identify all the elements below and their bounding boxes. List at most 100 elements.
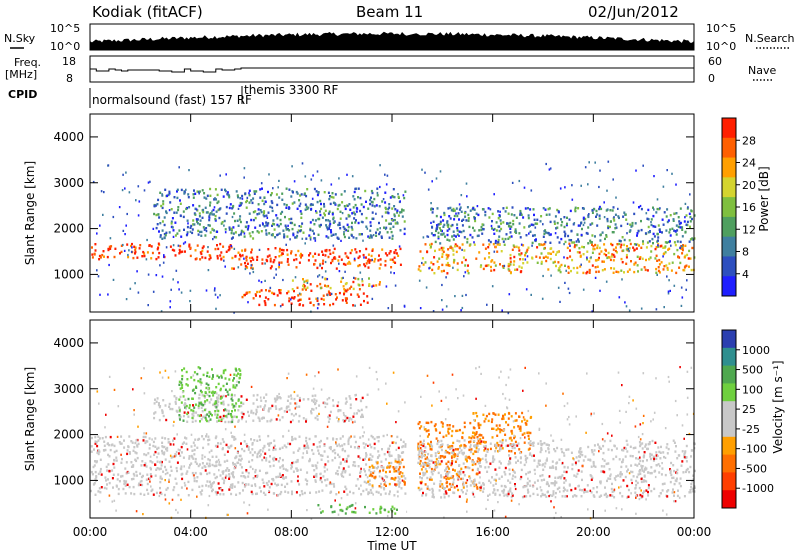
heatmap-cell bbox=[325, 210, 327, 212]
heatmap-cell bbox=[420, 441, 422, 443]
heatmap-cell bbox=[477, 205, 479, 207]
heatmap-cell bbox=[358, 447, 360, 449]
heatmap-cell bbox=[135, 251, 137, 253]
heatmap-cell bbox=[219, 493, 221, 495]
heatmap-cell bbox=[91, 246, 93, 248]
heatmap-cell bbox=[404, 233, 406, 235]
heatmap-cell bbox=[458, 212, 460, 214]
heatmap-cell bbox=[604, 238, 606, 240]
heatmap-cell bbox=[204, 395, 206, 397]
heatmap-cell bbox=[201, 256, 203, 258]
heatmap-cell bbox=[436, 226, 438, 228]
heatmap-cell bbox=[466, 183, 468, 185]
heatmap-cell bbox=[315, 259, 317, 261]
heatmap-cell bbox=[583, 253, 585, 255]
heatmap-cell bbox=[251, 491, 253, 493]
heatmap-cell bbox=[621, 278, 623, 280]
heatmap-cell bbox=[255, 493, 257, 495]
heatmap-cell bbox=[269, 290, 271, 292]
heatmap-cell bbox=[166, 449, 168, 451]
heatmap-cell bbox=[609, 440, 611, 442]
heatmap-cell bbox=[366, 295, 368, 297]
heatmap-cell bbox=[611, 495, 613, 497]
heatmap-cell bbox=[181, 451, 183, 453]
heatmap-cell bbox=[226, 460, 228, 462]
heatmap-cell bbox=[514, 447, 516, 449]
heatmap-cell bbox=[563, 256, 565, 258]
heatmap-cell bbox=[682, 249, 684, 251]
heatmap-cell bbox=[299, 225, 301, 227]
freq-tick-top: 18 bbox=[62, 55, 76, 68]
heatmap-cell bbox=[620, 244, 622, 246]
heatmap-cell bbox=[314, 479, 316, 481]
heatmap-cell bbox=[158, 252, 160, 254]
heatmap-cell bbox=[138, 292, 140, 294]
heatmap-cell bbox=[150, 468, 152, 470]
heatmap-cell bbox=[662, 219, 664, 221]
heatmap-cell bbox=[510, 226, 512, 228]
heatmap-cell bbox=[499, 440, 501, 442]
heatmap-cell bbox=[319, 283, 321, 285]
heatmap-cell bbox=[613, 272, 615, 274]
heatmap-cell bbox=[453, 234, 455, 236]
heatmap-cell bbox=[281, 261, 283, 263]
heatmap-cell bbox=[674, 450, 676, 452]
heatmap-cell bbox=[458, 218, 460, 220]
heatmap-cell bbox=[450, 217, 452, 219]
heatmap-cell bbox=[653, 488, 655, 490]
heatmap-cell bbox=[591, 234, 593, 236]
heatmap-cell bbox=[317, 418, 319, 420]
heatmap-cell bbox=[580, 256, 582, 258]
heatmap-cell bbox=[269, 465, 271, 467]
heatmap-cell bbox=[224, 220, 226, 222]
heatmap-cell bbox=[550, 233, 552, 235]
heatmap-cell bbox=[657, 239, 659, 241]
heatmap-cell bbox=[239, 373, 241, 375]
heatmap-cell bbox=[525, 252, 527, 254]
heatmap-cell bbox=[279, 292, 281, 294]
heatmap-cell bbox=[458, 440, 460, 442]
heatmap-cell bbox=[370, 446, 372, 448]
heatmap-cell bbox=[206, 230, 208, 232]
heatmap-cell bbox=[322, 475, 324, 477]
heatmap-cell bbox=[242, 489, 244, 491]
heatmap-cell bbox=[454, 295, 456, 297]
colorbar-tick: 24 bbox=[742, 157, 756, 170]
heatmap-cell bbox=[133, 414, 135, 416]
heatmap-cell bbox=[186, 413, 188, 415]
heatmap-cell bbox=[279, 475, 281, 477]
heatmap-cell bbox=[522, 216, 524, 218]
heatmap-cell bbox=[258, 208, 260, 210]
heatmap-cell bbox=[119, 480, 121, 482]
heatmap-cell bbox=[459, 451, 461, 453]
heatmap-cell bbox=[395, 285, 397, 287]
heatmap-cell bbox=[254, 471, 256, 473]
heatmap-cell bbox=[347, 230, 349, 232]
heatmap-cell bbox=[600, 482, 602, 484]
heatmap-cell bbox=[187, 233, 189, 235]
heatmap-cell bbox=[589, 459, 591, 461]
heatmap-cell bbox=[575, 415, 577, 417]
heatmap-cell bbox=[193, 407, 195, 409]
heatmap-cell bbox=[281, 484, 283, 486]
colorbar-swatch bbox=[722, 256, 736, 276]
heatmap-cell bbox=[94, 436, 96, 438]
heatmap-cell bbox=[456, 473, 458, 475]
heatmap-cell bbox=[287, 258, 289, 260]
heatmap-cell bbox=[550, 275, 552, 277]
heatmap-cell bbox=[666, 169, 668, 171]
heatmap-cell bbox=[555, 265, 557, 267]
heatmap-cell bbox=[295, 276, 297, 278]
heatmap-cell bbox=[670, 481, 672, 483]
heatmap-cell bbox=[607, 477, 609, 479]
heatmap-cell bbox=[357, 478, 359, 480]
heatmap-cell bbox=[460, 473, 462, 475]
heatmap-cell bbox=[495, 483, 497, 485]
heatmap-cell bbox=[366, 488, 368, 490]
heatmap-cell bbox=[184, 411, 186, 413]
heatmap-cell bbox=[223, 415, 225, 417]
heatmap-cell bbox=[641, 495, 643, 497]
heatmap-cell bbox=[165, 469, 167, 471]
heatmap-cell bbox=[213, 473, 215, 475]
heatmap-cell bbox=[341, 259, 343, 261]
